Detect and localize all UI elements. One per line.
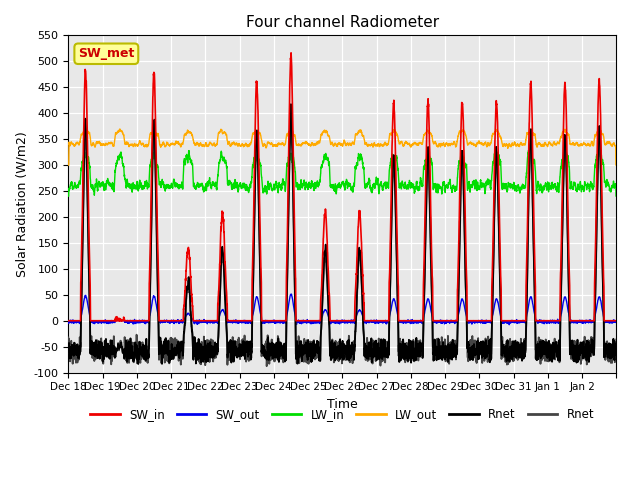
Title: Four channel Radiometer: Four channel Radiometer bbox=[246, 15, 439, 30]
Text: SW_met: SW_met bbox=[78, 47, 134, 60]
Y-axis label: Solar Radiation (W/m2): Solar Radiation (W/m2) bbox=[15, 131, 28, 277]
Legend: SW_in, SW_out, LW_in, LW_out, Rnet, Rnet: SW_in, SW_out, LW_in, LW_out, Rnet, Rnet bbox=[86, 403, 599, 426]
X-axis label: Time: Time bbox=[327, 398, 358, 411]
